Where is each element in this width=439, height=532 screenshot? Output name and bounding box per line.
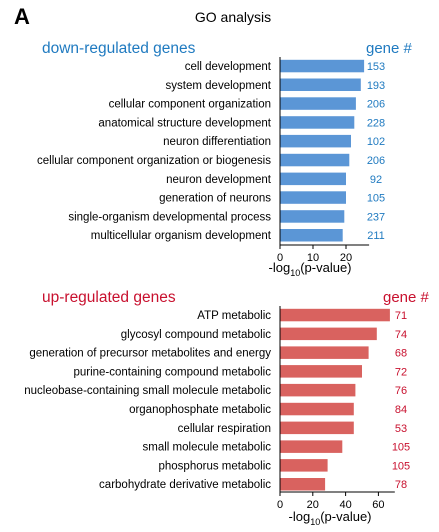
bar: [280, 459, 328, 472]
x-tick-label: 20: [340, 252, 352, 264]
x-axis-title-rest: (p-value): [300, 260, 351, 275]
bar: [280, 327, 377, 341]
bar: [280, 402, 354, 416]
x-tick-label: 10: [307, 252, 319, 264]
bar: [280, 421, 354, 435]
gene-count: 153: [367, 61, 385, 73]
gene-count: 78: [395, 479, 407, 491]
category-label: neuron development: [166, 174, 272, 186]
gene-count: 71: [395, 310, 407, 322]
category-label: multicellular organism development: [91, 230, 272, 242]
gene-count: 72: [395, 366, 407, 378]
gene-count: 228: [367, 117, 385, 129]
bar: [280, 478, 326, 491]
category-label: glycosyl compound metabolic: [121, 329, 271, 341]
bar: [280, 229, 343, 242]
gene-count: 193: [367, 80, 385, 92]
x-axis-title-main: -log: [289, 509, 311, 524]
gene-count: 68: [395, 348, 407, 360]
x-tick-label: 0: [277, 499, 283, 511]
bar: [280, 210, 345, 223]
up-regulated-chart: up-regulated genes gene # ATP metabolic 71 g…: [24, 289, 429, 527]
bar: [280, 308, 390, 322]
x-axis-title-rest: (p-value): [320, 509, 371, 524]
x-tick-label: 40: [339, 499, 351, 511]
x-tick-label: 60: [372, 499, 384, 511]
gene-count: 211: [367, 230, 385, 242]
category-label: cellular component organization or bioge…: [37, 155, 271, 167]
gene-count-header: gene #: [366, 40, 413, 57]
category-label: nucleobase-containing small molecule met…: [24, 385, 271, 397]
gene-count: 105: [367, 193, 385, 205]
bar: [280, 191, 346, 204]
category-label: anatomical structure development: [98, 117, 271, 129]
category-label: cellular component organization: [109, 99, 271, 111]
gene-count: 105: [392, 442, 410, 454]
x-axis-title: -log10(p-value): [269, 260, 352, 278]
bar: [280, 153, 350, 167]
bar: [280, 346, 369, 359]
category-label: ATP metabolic: [197, 310, 271, 322]
group-title: down-regulated genes: [42, 40, 196, 57]
category-label: generation of neurons: [159, 193, 271, 205]
figure-title: GO analysis: [195, 9, 271, 25]
bar: [280, 134, 351, 148]
gene-count: 76: [395, 385, 407, 397]
panel-letter: A: [14, 4, 30, 29]
category-label: cellular respiration: [178, 423, 271, 435]
category-label: carbohydrate derivative metabolic: [99, 479, 271, 491]
group-title: up-regulated genes: [42, 289, 176, 306]
category-label: single-organism developmental process: [68, 211, 271, 223]
bar: [280, 383, 356, 397]
x-axis-title-subscript: 10: [310, 517, 320, 527]
gene-count: 206: [367, 155, 385, 167]
bar: [280, 365, 362, 378]
gene-count: 84: [395, 404, 407, 416]
gene-count: 53: [395, 423, 407, 435]
gene-count-header: gene #: [383, 289, 430, 306]
category-label: neuron differentiation: [163, 136, 271, 148]
gene-count: 102: [367, 136, 385, 148]
x-axis-title-main: -log: [269, 260, 291, 275]
bar: [280, 97, 356, 110]
x-axis-title-subscript: 10: [290, 268, 300, 278]
category-label: cell development: [185, 61, 272, 73]
category-label: organophosphate metabolic: [129, 404, 271, 416]
gene-count: 237: [367, 211, 385, 223]
bar: [280, 59, 365, 73]
category-label: generation of precursor metabolites and …: [29, 348, 271, 360]
gene-count: 74: [395, 329, 407, 341]
gene-count: 206: [367, 99, 385, 111]
category-label: system development: [166, 80, 272, 92]
down-regulated-chart: down-regulated genes gene # cell developme…: [37, 40, 413, 278]
category-label: small molecule metabolic: [143, 442, 272, 454]
bar: [280, 78, 361, 91]
x-tick-label: 0: [277, 252, 283, 264]
gene-count: 92: [370, 174, 382, 186]
bar: [280, 116, 355, 129]
bar: [280, 172, 346, 186]
x-axis-title: -log10(p-value): [289, 509, 372, 527]
category-label: phosphorus metabolic: [158, 460, 271, 472]
bar: [280, 440, 343, 453]
x-tick-label: 20: [307, 499, 319, 511]
category-label: purine-containing compound metabolic: [73, 366, 271, 378]
gene-count: 105: [392, 460, 410, 472]
